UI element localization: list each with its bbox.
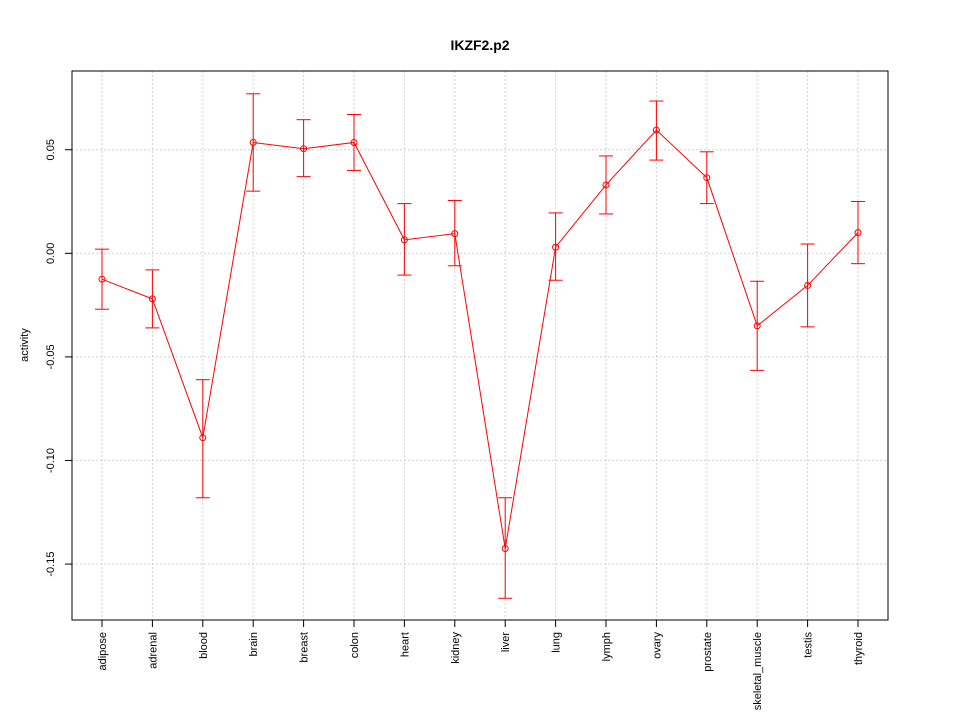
- y-tick-label: -0.15: [45, 552, 57, 577]
- data-point-liver: [501, 545, 509, 553]
- error-bar-kidney: [447, 199, 462, 267]
- y-tick-label: -0.10: [45, 448, 57, 473]
- data-point-prostate: [703, 174, 711, 182]
- y-axis-label: activity: [19, 328, 31, 362]
- data-point-kidney: [451, 230, 459, 238]
- x-tick-label-colon: colon: [349, 632, 361, 658]
- error-bar-ovary: [649, 100, 664, 161]
- data-point-lung: [552, 243, 560, 251]
- plot-frame: [71, 70, 889, 621]
- data-point-ovary: [652, 126, 660, 134]
- data-point-colon: [350, 138, 358, 146]
- error-bar-adipose: [95, 248, 109, 310]
- data-point-testis: [804, 281, 812, 289]
- y-axis: -0.15 -0.10 -0.05 0.00 0.05: [45, 139, 72, 577]
- y-tick-label: 0.05: [45, 139, 57, 160]
- error-bar-breast: [296, 119, 311, 178]
- error-bar-adrenal: [145, 269, 160, 329]
- chart-title: IKZF2.p2: [450, 37, 509, 53]
- x-tick-label-ovary: ovary: [651, 632, 663, 659]
- data-point-adipose: [98, 275, 106, 283]
- data-point-brain: [249, 138, 257, 146]
- error-bar-brain: [246, 93, 261, 192]
- x-tick-label-skeletal_muscle: skeletal_muscle: [752, 632, 764, 710]
- grid: [72, 71, 888, 620]
- error-bar-colon: [347, 114, 361, 171]
- error-bar-blood: [195, 379, 210, 499]
- x-tick-label-adrenal: adrenal: [147, 632, 159, 669]
- x-tick-label-prostate: prostate: [702, 632, 714, 672]
- x-tick-label-kidney: kidney: [450, 632, 462, 664]
- x-tick-label-breast: breast: [299, 632, 311, 663]
- x-axis: adipose adrenal blood brain breast colon heart…: [97, 620, 865, 710]
- data-point-adrenal: [148, 295, 156, 303]
- x-tick-label-lymph: lymph: [601, 632, 613, 661]
- x-tick-label-adipose: adipose: [97, 632, 109, 671]
- x-tick-label-heart: heart: [399, 632, 411, 657]
- data-point-skeletal_muscle: [753, 322, 761, 330]
- data-point-heart: [400, 236, 408, 244]
- data-point-lymph: [602, 181, 610, 189]
- error-bar-skeletal_muscle: [750, 280, 765, 371]
- x-tick-label-testis: testis: [803, 632, 815, 658]
- error-bar-thyroid: [851, 201, 865, 265]
- x-tick-label-blood: blood: [198, 632, 210, 659]
- error-bar-prostate: [699, 151, 714, 205]
- error-bar-testis: [800, 243, 815, 328]
- x-tick-label-lung: lung: [551, 632, 563, 653]
- data-point-thyroid: [854, 229, 862, 237]
- error-bar-lung: [548, 212, 563, 281]
- error-bar-lymph: [599, 155, 613, 215]
- y-tick-label: -0.05: [45, 344, 57, 369]
- error-bar-heart: [397, 203, 412, 276]
- data-point-blood: [199, 434, 207, 442]
- x-tick-label-liver: liver: [500, 632, 512, 653]
- x-tick-label-brain: brain: [248, 632, 260, 656]
- series-layer: [95, 93, 865, 599]
- series-line: [101, 129, 859, 549]
- data-point-breast: [300, 145, 308, 153]
- error-bar-liver: [498, 497, 513, 599]
- y-tick-label: 0.00: [45, 243, 57, 264]
- x-tick-label-thyroid: thyroid: [853, 632, 865, 665]
